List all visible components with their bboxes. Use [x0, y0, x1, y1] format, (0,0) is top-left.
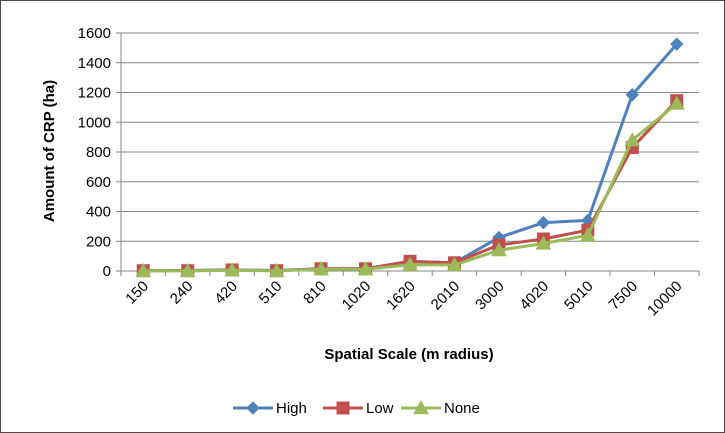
series-line — [143, 43, 678, 273]
data-point-marker — [357, 261, 374, 276]
legend-marker — [246, 401, 260, 415]
data-point-marker — [670, 37, 684, 51]
legend-marker — [336, 401, 350, 415]
x-tick-label: 150 — [122, 278, 152, 308]
legend-item-low: Low — [323, 400, 394, 417]
data-point-marker — [535, 235, 552, 250]
x-tick-label: 7500 — [606, 278, 642, 314]
x-tick-label: 2010 — [428, 278, 464, 314]
gridlines — [121, 32, 699, 242]
data-point-marker — [536, 215, 551, 230]
x-tick-label: 240 — [167, 278, 197, 308]
data-point-marker — [625, 88, 640, 102]
x-tick-label: 3000 — [472, 278, 508, 314]
legend-label: None — [444, 400, 480, 417]
data-point-marker — [313, 261, 329, 276]
data-point-marker — [402, 256, 418, 271]
x-tick-label: 10000 — [644, 278, 686, 320]
series-lines — [135, 37, 685, 278]
tick-labels: 0 200 400 600 800 1000 1200 1400 1600 150 240 420 51… — [78, 25, 686, 319]
legend-label: Low — [366, 400, 394, 417]
y-tick-label: 400 — [86, 204, 111, 221]
legend: High Low None — [233, 399, 480, 417]
y-axis-title: Amount of CRP (ha) — [41, 80, 58, 222]
x-tick-label: 810 — [300, 278, 330, 308]
data-point-marker — [268, 262, 285, 277]
series-line — [143, 99, 678, 273]
legend-item-none: None — [401, 399, 480, 417]
data-point-marker — [135, 262, 152, 277]
data-point-marker — [579, 227, 596, 242]
y-tick-label: 1400 — [78, 55, 111, 72]
legend-marker — [413, 399, 429, 415]
legend-label: High — [276, 400, 307, 417]
legend-item-high: High — [233, 400, 307, 417]
y-tick-label: 1200 — [78, 85, 111, 102]
data-point-marker — [624, 132, 641, 147]
y-tick-label: 600 — [86, 174, 111, 191]
y-tick-label: 1600 — [78, 25, 111, 42]
x-tick-label: 5010 — [561, 278, 597, 314]
x-tick-label: 1620 — [383, 278, 419, 314]
y-tick-label: 0 — [103, 263, 111, 280]
series-line — [143, 102, 678, 273]
x-axis-title: Spatial Scale (m radius) — [324, 346, 493, 363]
x-tick-label: 510 — [256, 278, 286, 308]
y-tick-label: 800 — [86, 144, 111, 161]
series-none — [135, 95, 685, 277]
y-tick-label: 1000 — [78, 114, 111, 131]
data-point-marker — [224, 262, 241, 277]
data-point-marker — [668, 95, 685, 110]
data-point-marker — [179, 262, 196, 277]
y-tick-label: 200 — [86, 233, 111, 250]
data-point-marker — [446, 257, 463, 272]
data-point-marker — [491, 242, 507, 257]
x-tick-label: 1020 — [339, 278, 375, 314]
x-tick-label: 4020 — [517, 278, 553, 314]
x-tick-label: 420 — [211, 278, 241, 308]
